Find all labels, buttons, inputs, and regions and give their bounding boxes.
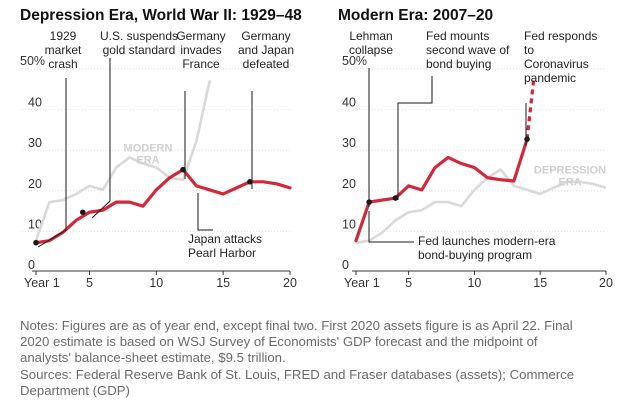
annotation-leader [37, 78, 67, 248]
y-tick-label: 20 [28, 177, 42, 191]
annotation-text: 1929 [50, 29, 77, 43]
y-tick-label: 30 [342, 136, 356, 150]
x-tick-label: Year 1 [24, 276, 60, 290]
chart-title: Modern Era: 2007–20 [338, 7, 493, 24]
annotation-text: invades [180, 43, 221, 57]
annotation-leader [197, 193, 213, 231]
y-tick-label: 0 [28, 258, 35, 272]
annotation-text: Fed launches modern-era [418, 234, 556, 248]
annotation-text: Lehman [349, 29, 392, 43]
annotation-leader [91, 58, 111, 219]
annotation-text: bond buying [426, 57, 491, 71]
annotation-text: Germany [241, 29, 290, 43]
overlay-series-line [355, 168, 607, 244]
annotation-dot [180, 166, 186, 173]
overlay-series-label: MODERN [124, 142, 173, 154]
annotation-dot [366, 199, 372, 205]
annotation-text: second wave of [426, 43, 510, 57]
notes-line: Notes: Figures are as of year end, excep… [20, 318, 573, 333]
y-tick-label: 10 [28, 217, 42, 231]
annotation-dot [392, 195, 399, 201]
main-series-line [354, 137, 529, 243]
annotation-leader [368, 211, 414, 243]
notes: Notes: Figures are as of year end, excep… [20, 318, 610, 399]
annotation-dot [247, 179, 253, 185]
overlay-series-label: ERA [136, 154, 159, 166]
annotation-text: U.S. suspends [100, 29, 178, 43]
x-tick-label: 5 [405, 276, 412, 290]
annotation-text: Japan attacks [188, 232, 262, 246]
y-tick-label: 50% [20, 54, 45, 68]
chart-title: Depression Era, World War II: 1929–48 [20, 7, 302, 24]
x-tick-label: 20 [283, 276, 297, 290]
annotation-text: pandemic [524, 71, 576, 85]
annotation-text: and Japan [238, 43, 294, 57]
x-tick-label: 15 [533, 276, 547, 290]
annotation-dot [79, 209, 86, 216]
annotation-text: Fed responds [524, 29, 597, 43]
annotation-text: France [182, 57, 220, 71]
overlay-series-label: DEPRESSION [534, 165, 606, 177]
estimate-series-line [525, 80, 536, 140]
notes-line: analysts' balance-sheet estimate, $9.5 t… [20, 350, 286, 366]
annotation-text: collapse [349, 43, 393, 57]
annotation-text: market [45, 43, 82, 57]
sources-line: Department (GDP) [20, 382, 130, 398]
depression-era-chart: Depression Era, World War II: 1929–48 50%… [20, 7, 302, 290]
annotation-text: to [524, 43, 534, 57]
annotation-text: Pearl Harbor [188, 246, 256, 260]
annotation-leader [397, 76, 433, 200]
x-tick-label: 15 [216, 276, 230, 290]
x-tick-label: 10 [149, 276, 163, 290]
annotation-text: Coronavirus [524, 57, 589, 71]
annotation-text: Germany [176, 29, 225, 43]
annotation-text: bond-buying program [418, 248, 532, 262]
annotation-text: gold standard [103, 43, 176, 57]
y-tick-label: 20 [342, 177, 356, 191]
overlay-series-label: ERA [558, 177, 581, 189]
modern-era-chart: Modern Era: 2007–20 50% 40 30 20 10 0 Year 1 5 10… [338, 7, 613, 290]
x-tick-label: 5 [86, 276, 93, 290]
annotation-dot [524, 136, 530, 142]
y-tick-label: 40 [342, 96, 356, 110]
y-tick-label: 10 [342, 217, 356, 231]
annotation-text: defeated [243, 57, 290, 71]
y-tick-label: 0 [342, 258, 349, 272]
x-tick-label: 10 [467, 276, 481, 290]
annotation-text: Fed mounts [426, 29, 489, 43]
sources-line: Sources: Federal Reserve Bank of St. Lou… [20, 366, 575, 382]
overlay-series-line [34, 80, 212, 242]
annotation-text: crash [48, 57, 77, 71]
y-tick-label: 40 [28, 96, 42, 110]
x-tick-label: 20 [599, 276, 613, 290]
notes-line: 2020 estimate is based on WSJ Survey of … [20, 334, 538, 350]
annotation-dot [33, 239, 39, 246]
x-tick-label: Year 1 [344, 276, 380, 290]
y-tick-label: 30 [28, 136, 42, 150]
y-tick-label: 50% [342, 54, 367, 68]
